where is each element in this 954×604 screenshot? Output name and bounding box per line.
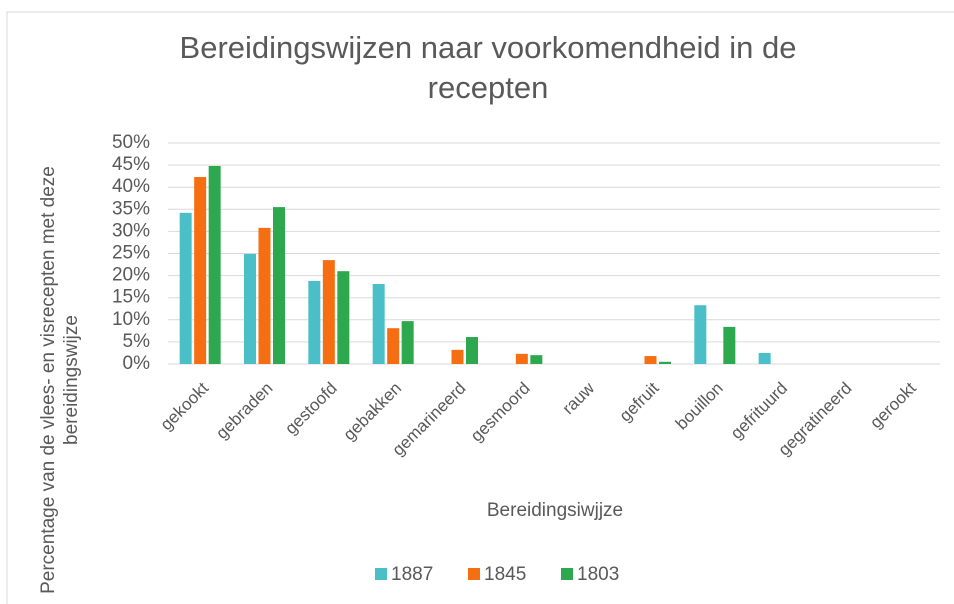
x-axis-label: Bereidingsiwjjze — [487, 500, 623, 521]
legend-label: 1887 — [391, 564, 433, 585]
y-tick-label: 5% — [123, 331, 151, 352]
bar — [308, 280, 321, 364]
chart-border — [6, 11, 954, 604]
bar — [244, 253, 256, 364]
y-axis-label: Percentage van de vlees- en visrecepten … — [38, 166, 82, 594]
y-tick-label: 30% — [112, 220, 150, 241]
y-tick-label: 35% — [112, 198, 150, 219]
legend-swatch — [468, 568, 480, 580]
bar — [758, 352, 771, 364]
bar — [387, 328, 400, 364]
bar — [372, 283, 385, 364]
bar — [466, 337, 478, 364]
y-tick-label: 25% — [112, 243, 150, 264]
chart-title: Bereidingswijzen naar voorkomendheid in … — [179, 30, 797, 105]
legend-swatch — [561, 568, 573, 580]
x-tick-label: rauw — [559, 378, 599, 418]
bar — [401, 321, 414, 364]
bar — [179, 212, 192, 364]
legend-label: 1803 — [577, 564, 619, 585]
y-tick-label: 40% — [112, 176, 150, 197]
bar — [451, 349, 464, 364]
x-tick-label: gebraden — [212, 379, 276, 443]
x-tick-label: gefruit — [616, 378, 663, 425]
x-tick-label: gesmoord — [467, 379, 534, 446]
y-tick-label: 20% — [112, 265, 150, 286]
y-tick-label: 0% — [123, 353, 151, 374]
y-tick-label: 50% — [112, 132, 150, 153]
bar — [723, 326, 736, 364]
x-tick-label: gerookt — [866, 378, 920, 432]
y-tick-label: 15% — [112, 287, 150, 308]
x-tick-label: bouillon — [672, 379, 727, 434]
bar — [694, 305, 707, 364]
y-tick-label: 10% — [112, 309, 150, 330]
bar — [337, 271, 350, 364]
legend-swatch — [375, 568, 387, 580]
bar — [322, 260, 335, 364]
bar — [515, 353, 528, 364]
bar — [644, 356, 657, 364]
bar — [194, 177, 207, 364]
legend-label: 1845 — [484, 564, 526, 585]
bar — [273, 207, 285, 364]
x-tick-label: gebakken — [340, 379, 406, 445]
x-tick-label: gekookt — [157, 378, 213, 434]
bar — [258, 227, 271, 364]
x-tick-label: gestoofd — [281, 379, 341, 439]
y-tick-label: 45% — [112, 154, 150, 175]
bar — [530, 355, 543, 364]
bar — [208, 165, 221, 364]
bar — [659, 361, 671, 364]
x-tick-label: gefrituurd — [727, 379, 791, 443]
